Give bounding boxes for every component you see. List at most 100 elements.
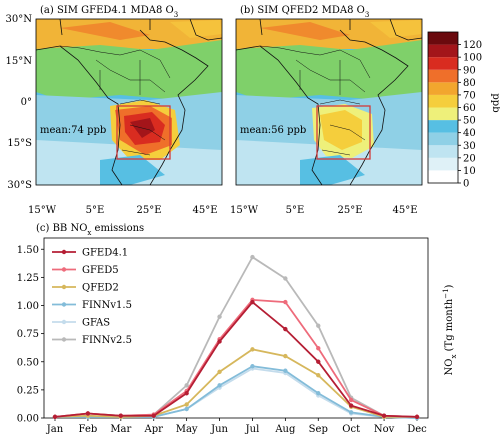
legend-marker [61,337,67,342]
data-point [414,414,420,420]
data-point [217,339,222,344]
legend-label: QFED2 [82,283,119,294]
data-point [316,373,321,378]
data-point [250,347,255,352]
data-point [316,359,321,364]
colorbar-segment [428,170,458,183]
x-tick-label: Feb [79,424,98,435]
x-tick-label: Apr [144,424,164,435]
colorbar-tick-label: 40 [463,128,476,139]
x-tick-label: Jul [245,424,260,435]
colorbar-segment [428,94,458,108]
series-line [54,300,418,418]
legend-marker [61,284,67,290]
colorbar-tick-label: 100 [463,53,482,64]
x-tick-label: Mar [110,424,131,435]
x-tick-label: Sep [309,424,328,435]
data-point [217,314,222,319]
colorbar-tick-label: 60 [463,103,476,114]
series-qfed2 [52,347,420,420]
colorbar-tick-label: 20 [463,153,476,164]
map-panel-a: mean:74 ppb (a) SIM GFED4.1 MDA8 O3 [35,5,223,186]
y-tick-label: 0.25 [17,385,39,396]
data-point [348,410,354,415]
colorbar-segment [428,157,458,171]
map-a-lon-labels: 15°W 5°E 25°E 45°E [28,205,218,216]
y-tick-label: 1.00 [17,301,39,312]
map-a-mean-label: mean:74 ppb [40,125,106,136]
data-point [85,411,91,416]
colorbar-tick-label: 0 [463,179,469,190]
series-gfed5 [52,297,420,420]
lon-label: 15°W [28,205,57,216]
data-point [283,326,288,332]
data-point [217,369,222,375]
x-tick-label: Aug [274,424,296,435]
data-point [283,353,288,359]
legend-label: GFED4.1 [82,248,128,259]
lat-label: 15°N [6,56,33,67]
colorbar-segment [428,69,458,83]
y-tick-label: 1.25 [17,273,39,284]
data-point [151,413,156,418]
series-line [54,348,417,418]
colorbar-tick-label: 120 [463,40,482,51]
plot-frame [43,237,429,419]
series-gfas [52,366,420,421]
colorbar-segment [428,107,458,121]
colorbar-segment [428,57,458,70]
legend-label: GFED5 [82,265,119,276]
data-point [250,254,255,260]
colorbar-tick-label: 10 [463,166,476,177]
data-point [316,346,321,351]
lon-label: 15°W [230,205,259,216]
data-point [52,414,58,420]
map-panel-b: mean:56 ppb (b) SIM QFED2 MDA8 O3 [235,5,423,186]
data-point [348,403,354,408]
data-point [348,397,354,403]
data-point [283,368,288,373]
colorbar-tick-label: 70 [463,90,476,101]
line-chart: 0.00 0.25 0.50 0.75 1.00 1.25 1.50 Jan Feb Mar Apr… [17,237,429,435]
legend-marker [61,302,67,307]
x-tick-label: Oct [342,424,360,435]
lon-label: 25°E [337,205,362,216]
data-point [381,413,387,418]
y-tick-label: 0.00 [17,414,39,425]
colorbar-segment [428,145,458,158]
lat-label: 30°N [6,14,33,25]
legend-marker [61,319,67,325]
lon-label: 5°E [286,205,305,216]
data-point [283,299,288,305]
lat-label: 30°S [7,180,32,191]
colorbar-label: ppb [490,93,500,112]
data-point [184,406,189,412]
line-chart-title: (c) BB NOx emissions [36,223,144,237]
colorbar-tick-label: 90 [463,65,476,76]
x-tick-label: Jan [46,424,64,435]
colorbar-segment [428,120,458,133]
data-point [250,299,255,305]
colorbar-segment [428,44,458,58]
map-b-title: (b) SIM QFED2 MDA8 O3 [240,5,369,19]
colorbar-segment [428,82,458,95]
colorbar-tick-label: 30 [463,141,476,152]
legend-label: GFAS [82,318,110,329]
map-a-title: (a) SIM GFED4.1 MDA8 O3 [40,5,178,19]
x-tick-label: Dec [407,424,427,435]
series-finnv1-5 [52,364,420,421]
legend-marker [61,267,67,272]
data-point [118,413,124,418]
data-point [184,383,189,388]
colorbar-segment [428,132,458,146]
lat-label: 15°S [7,138,32,149]
lon-label: 25°E [136,205,161,216]
data-point [217,383,222,388]
colorbar-tick-label: 80 [463,78,476,89]
map-a-field [36,19,222,185]
data-point [184,402,189,407]
map-a-lat-labels: 30°N 15°N 0° 15°S 30°S [6,14,33,191]
x-tick-label: Jun [210,424,228,435]
data-point [283,276,288,281]
